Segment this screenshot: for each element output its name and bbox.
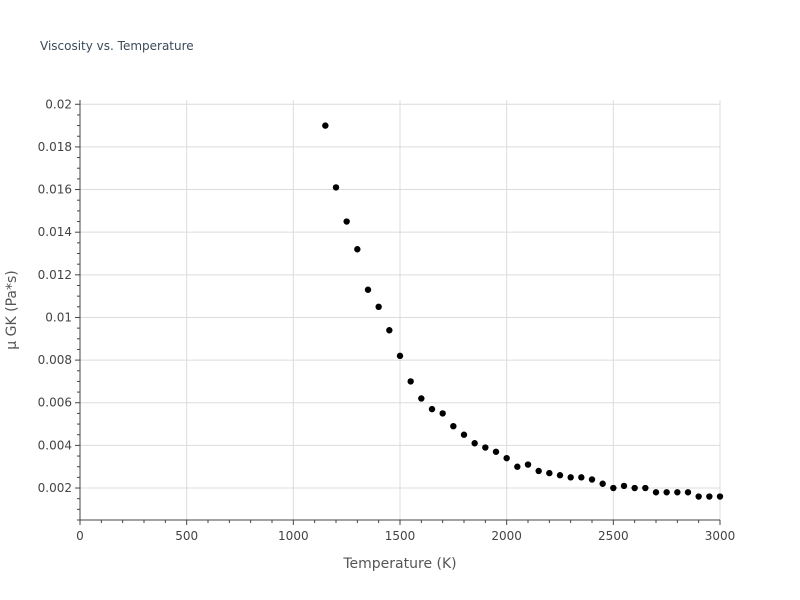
y-tick-label: 0.02	[45, 97, 72, 111]
y-tick-label: 0.018	[38, 140, 72, 154]
data-point	[556, 472, 564, 479]
x-tick-label: 2000	[491, 529, 522, 543]
data-point	[652, 489, 660, 496]
data-point	[332, 184, 340, 191]
data-point	[492, 448, 500, 455]
data-point	[578, 474, 585, 481]
data-point	[674, 489, 681, 496]
grid-lines	[80, 100, 721, 520]
data-point	[354, 246, 361, 253]
y-tick-label: 0.004	[38, 438, 72, 452]
data-point	[610, 484, 617, 492]
data-point	[695, 493, 702, 500]
data-point	[503, 454, 510, 462]
data-point	[364, 286, 372, 293]
data-point	[386, 327, 393, 334]
data-point	[407, 378, 414, 385]
x-tick-label: 1500	[385, 529, 416, 543]
data-point	[620, 482, 628, 490]
data-point	[322, 122, 329, 129]
x-axis-title: Temperature (K)	[342, 556, 456, 572]
data-point	[663, 489, 670, 496]
data-point	[439, 410, 446, 417]
data-point	[418, 395, 425, 402]
chart-title: Viscosity vs. Temperature	[40, 39, 194, 53]
data-point	[343, 218, 350, 225]
data-point	[684, 489, 692, 496]
axes: 0 500 1000 1500 2000 2500 3000 0.002 0.004 0.006 0…	[38, 97, 736, 543]
y-tick-label: 0.01	[45, 310, 72, 324]
data-point	[588, 476, 596, 483]
data-point	[535, 467, 542, 475]
x-tick-label: 2500	[598, 529, 629, 543]
data-point	[482, 444, 489, 451]
data-point	[642, 484, 649, 492]
y-tick-label: 0.012	[38, 268, 72, 282]
data-point	[546, 469, 553, 477]
data-point	[460, 431, 468, 438]
data-point	[524, 461, 532, 468]
x-tick-label: 3000	[705, 529, 736, 543]
data-point	[514, 463, 521, 470]
data-point	[599, 480, 606, 487]
y-tick-label: 0.016	[38, 183, 72, 197]
y-tick-label: 0.008	[38, 353, 72, 367]
data-point	[631, 484, 638, 492]
x-tick-label: 1000	[278, 529, 309, 543]
data-point	[396, 352, 404, 360]
data-point	[428, 405, 436, 413]
y-tick-label: 0.014	[38, 225, 72, 239]
y-tick-label: 0.006	[38, 396, 72, 410]
data-points	[322, 122, 724, 500]
x-tick-label: 500	[175, 529, 198, 543]
data-point	[450, 422, 457, 430]
data-point	[706, 493, 713, 500]
data-point	[375, 303, 382, 311]
data-point	[716, 493, 724, 500]
y-tick-label: 0.002	[38, 481, 72, 495]
data-point	[567, 474, 574, 481]
y-axis-title: μ GK (Pa*s)	[4, 270, 20, 349]
x-tick-label: 0	[76, 529, 84, 543]
data-point	[471, 440, 478, 447]
